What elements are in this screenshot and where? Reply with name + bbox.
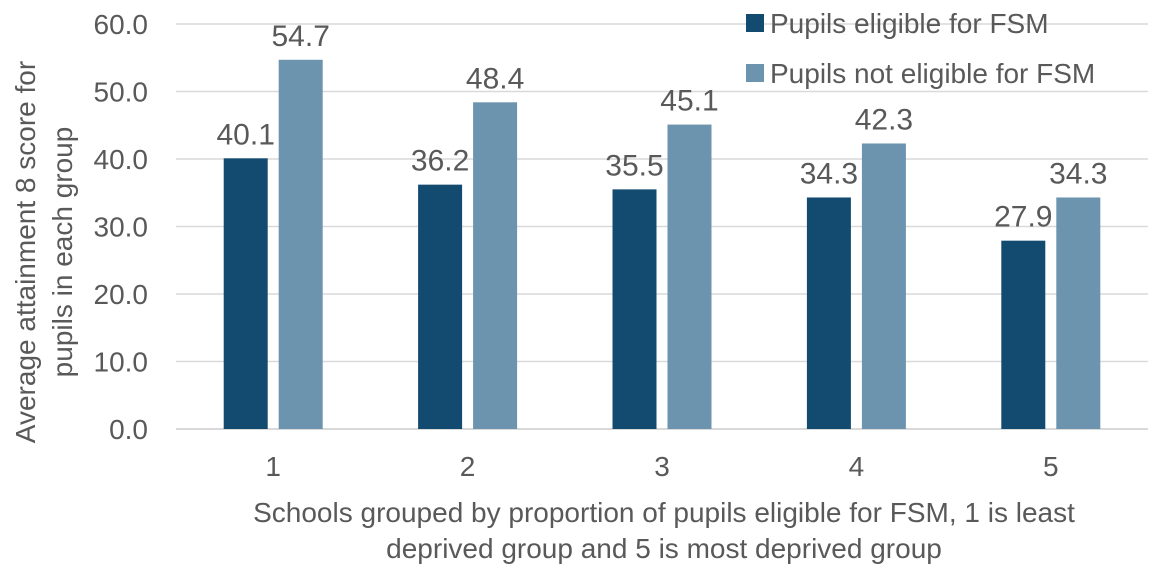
bar-not-eligible-4	[861, 143, 906, 429]
data-label-eligible-4: 34.3	[800, 157, 858, 190]
data-label-eligible-1: 40.1	[217, 118, 275, 151]
y-tick-label: 60.0	[94, 9, 149, 40]
gridlines	[176, 23, 1148, 430]
data-label-eligible-5: 27.9	[994, 201, 1052, 234]
x-tick-label: 3	[654, 451, 670, 482]
legend-swatch-not-eligible	[746, 64, 764, 82]
x-axis-ticks: 1 2 3 4 5	[265, 451, 1058, 482]
y-axis-ticks: 0.0 10.0 20.0 30.0 40.0 50.0 60.0	[94, 9, 149, 445]
bars	[223, 59, 1101, 430]
y-axis-title-line-1: Average attainment 8 score for	[10, 61, 41, 443]
data-label-not-eligible-2: 48.4	[466, 62, 524, 95]
y-axis-title: Average attainment 8 score for pupils in…	[10, 61, 78, 443]
data-label-not-eligible-4: 42.3	[855, 103, 913, 136]
legend-label-not-eligible: Pupils not eligible for FSM	[770, 58, 1095, 89]
legend-item-eligible: Pupils eligible for FSM	[746, 8, 1049, 39]
legend: Pupils eligible for FSM Pupils not eligi…	[746, 8, 1095, 89]
x-axis-title-line-2: deprived group and 5 is most deprived gr…	[386, 533, 942, 564]
y-tick-label: 20.0	[94, 279, 149, 310]
bar-eligible-1	[223, 158, 268, 429]
x-axis-title-line-1: Schools grouped by proportion of pupils …	[253, 497, 1075, 528]
bar-eligible-4	[806, 197, 851, 429]
bar-eligible-3	[612, 189, 657, 429]
data-label-eligible-2: 36.2	[411, 145, 469, 178]
data-label-not-eligible-1: 54.7	[272, 20, 330, 53]
bar-not-eligible-3	[667, 124, 712, 429]
x-tick-label: 2	[460, 451, 476, 482]
x-tick-label: 1	[265, 451, 281, 482]
data-label-not-eligible-3: 45.1	[660, 85, 718, 118]
data-labels: 40.1 54.7 36.2 48.4 35.5 45.1 34.3 42.3 27.9 34.3	[217, 20, 1108, 234]
y-tick-label: 30.0	[94, 212, 149, 243]
y-tick-label: 40.0	[94, 144, 149, 175]
y-tick-label: 10.0	[94, 347, 149, 378]
y-tick-label: 0.0	[109, 414, 148, 445]
bar-eligible-2	[418, 184, 463, 429]
data-label-eligible-3: 35.5	[605, 149, 663, 182]
bar-not-eligible-1	[278, 59, 323, 430]
x-tick-label: 5	[1043, 451, 1059, 482]
x-axis-title: Schools grouped by proportion of pupils …	[253, 497, 1075, 564]
x-tick-label: 4	[849, 451, 865, 482]
y-axis-title-line-2: pupils in each group	[47, 127, 78, 378]
legend-swatch-eligible	[746, 14, 764, 32]
bar-not-eligible-5	[1056, 197, 1101, 429]
legend-item-not-eligible: Pupils not eligible for FSM	[746, 58, 1095, 89]
y-tick-label: 50.0	[94, 77, 149, 108]
legend-label-eligible: Pupils eligible for FSM	[770, 8, 1049, 39]
bar-not-eligible-2	[473, 102, 518, 430]
data-label-not-eligible-5: 34.3	[1049, 157, 1107, 190]
bar-eligible-5	[1001, 240, 1046, 429]
